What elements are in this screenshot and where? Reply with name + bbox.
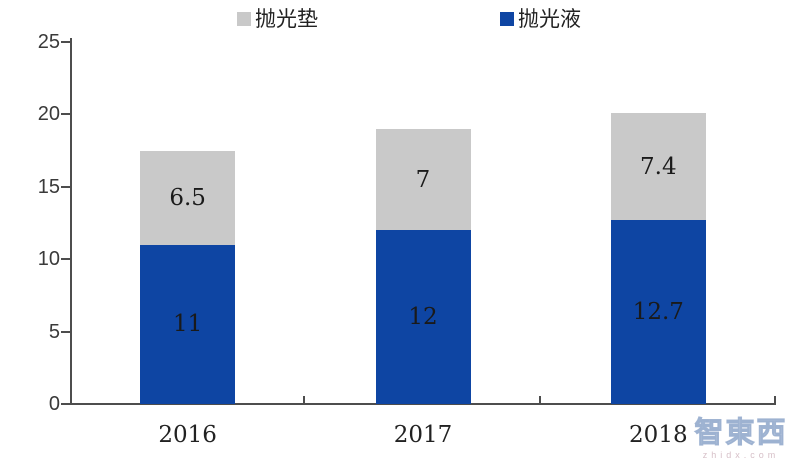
bar-segment-polishing-pad-2017 [375, 128, 471, 231]
y-axis-tick-label: 10 [37, 248, 60, 271]
y-axis-tick-mark [61, 185, 70, 188]
bar-segment-polishing-slurry-2016 [140, 244, 236, 404]
bar-segment-polishing-pad-2018 [610, 112, 706, 221]
x-axis-tick-mark [774, 396, 776, 403]
x-axis-tick-mark [538, 396, 541, 403]
bar-value-label-polishing-slurry-2016: 11 [173, 311, 203, 338]
bar-value-label-polishing-pad-2016: 6.5 [169, 184, 206, 211]
y-axis-tick-mark [61, 330, 70, 333]
y-axis-tick-label: 15 [37, 175, 60, 198]
x-axis-line [70, 403, 776, 405]
y-axis-tick-mark [61, 403, 70, 405]
bar-segment-polishing-slurry-2018 [610, 220, 706, 404]
bar-value-label-polishing-pad-2018: 7.4 [640, 153, 677, 180]
bar-value-label-polishing-pad-2017: 7 [415, 166, 431, 193]
legend-label-pad: 抛光垫 [255, 6, 318, 31]
x-axis-category-label: 2016 [158, 422, 217, 448]
legend-swatch-pad-icon [237, 12, 251, 26]
bar-value-label-polishing-slurry-2018: 12.7 [632, 299, 684, 326]
y-axis-tick-label: 20 [37, 103, 60, 126]
legend-item-polishing-slurry: 抛光液 [500, 6, 581, 32]
y-axis-tick-label: 25 [37, 31, 60, 53]
y-axis-tick-mark [61, 113, 70, 116]
bar-value-label-polishing-slurry-2017: 12 [408, 304, 438, 331]
y-axis-tick-mark [61, 41, 70, 43]
y-axis-line [70, 38, 72, 405]
bar-segment-polishing-slurry-2017 [375, 230, 471, 404]
legend-swatch-slurry-icon [500, 12, 514, 26]
legend-label-slurry: 抛光液 [518, 6, 581, 31]
x-axis-tick-mark [303, 396, 306, 403]
x-axis-category-label: 2018 [629, 422, 688, 448]
x-axis-category-label: 2017 [393, 422, 453, 448]
y-axis-tick-label: 5 [48, 320, 60, 343]
bar-segment-polishing-pad-2016 [140, 150, 236, 245]
legend-item-polishing-pad: 抛光垫 [237, 6, 318, 32]
y-axis-tick-mark [61, 258, 70, 261]
watermark-domain: zhidx.com [702, 450, 780, 461]
y-axis-tick-label: 0 [48, 393, 60, 415]
